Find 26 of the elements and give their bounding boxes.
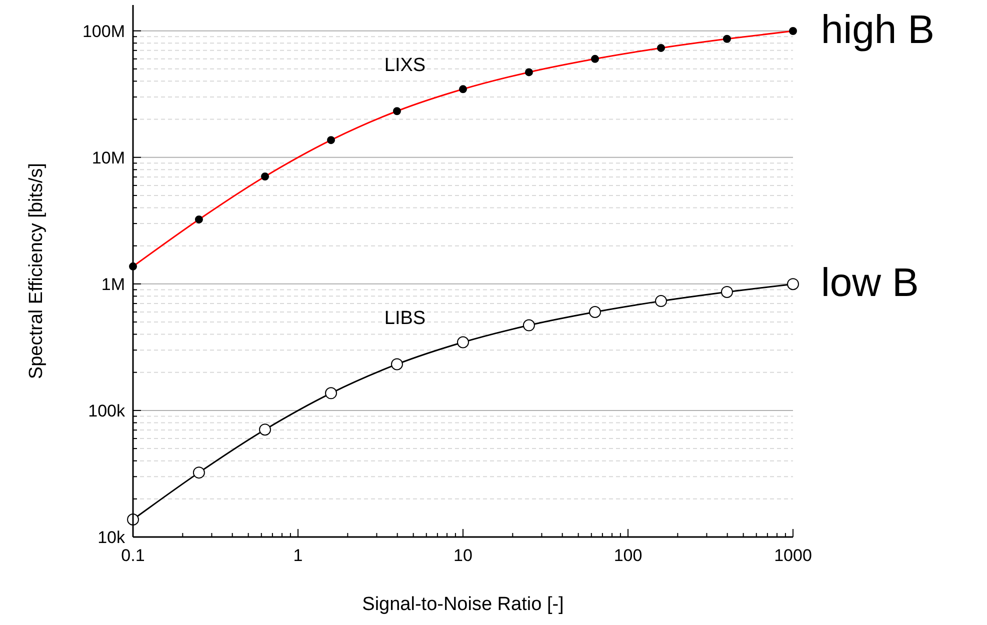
x-tick-label: 0.1 <box>121 546 145 565</box>
x-tick-label: 1 <box>293 546 303 565</box>
point <box>192 466 205 479</box>
text: high B <box>821 8 934 52</box>
point <box>589 306 602 318</box>
x-axis-title: Signal-to-Noise Ratio [-] <box>362 594 564 615</box>
point <box>390 358 403 370</box>
point <box>457 336 469 348</box>
point <box>720 286 733 298</box>
x-tick-label: 1000 <box>774 546 812 565</box>
point <box>325 387 338 400</box>
point <box>522 319 535 332</box>
y-tick-label: 1M <box>101 274 125 294</box>
x-tick-label: 100 <box>614 546 642 565</box>
point <box>787 278 799 290</box>
y-axis-title: Spectral Efficiency [bits/s] <box>26 162 47 380</box>
series-label: LIXS <box>384 55 426 76</box>
y-tick-label: 100k <box>88 401 126 420</box>
point <box>259 424 272 436</box>
y-tick-label: 100M <box>82 22 125 41</box>
y-tick-label: 10k <box>98 528 126 547</box>
y-tick-label: 10M <box>92 148 125 168</box>
text: low B <box>821 261 919 306</box>
point <box>655 295 668 308</box>
series-label: LIBS <box>384 308 426 330</box>
x-tick-label: 10 <box>454 546 472 565</box>
